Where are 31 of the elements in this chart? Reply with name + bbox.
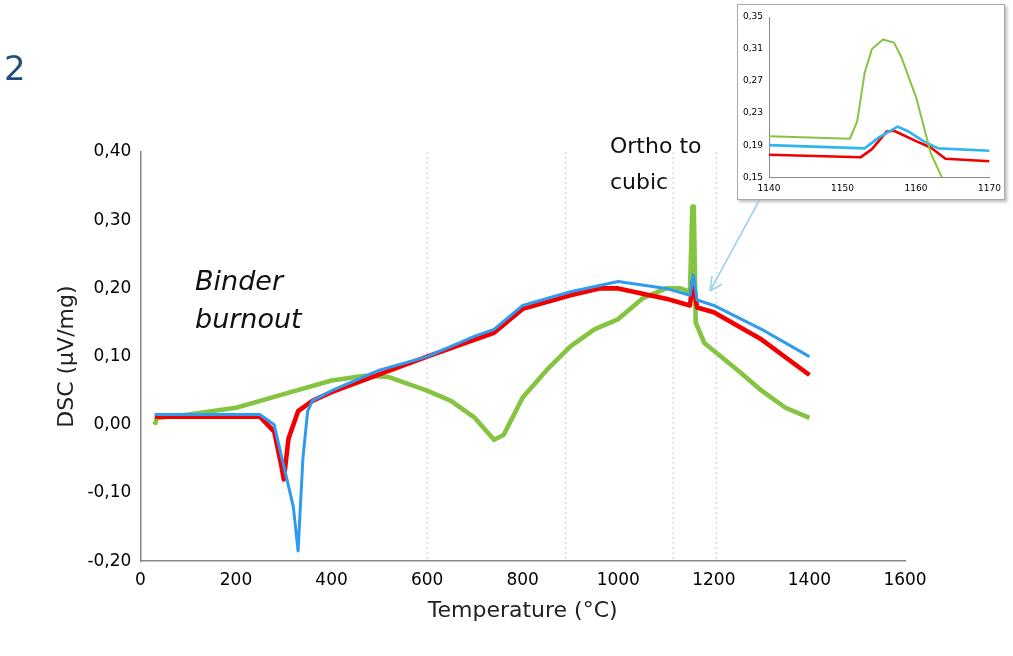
y-tick-label: 0,15 <box>742 171 764 182</box>
x-tick-label: 1000 <box>596 568 640 589</box>
x-axis-title: Temperature (°C) <box>426 596 618 622</box>
y-tick-label: 0,23 <box>742 107 764 118</box>
y-tick-label: -0,10 <box>87 481 132 502</box>
x-tick-label: 1600 <box>883 568 927 589</box>
x-tick-label: 1170 <box>978 182 1002 193</box>
y-tick-label: 0,10 <box>93 345 132 366</box>
x-tick-label: 1200 <box>692 568 736 589</box>
y-tick-label: 0,31 <box>742 43 764 54</box>
y-tick-label: 0,00 <box>93 413 132 434</box>
y-tick-label: 0,30 <box>93 208 132 229</box>
y-tick-label: -0,20 <box>87 549 132 570</box>
x-tick-label: 1140 <box>757 182 781 193</box>
annotation: Ortho to cubic <box>610 132 703 196</box>
x-tick-label: 1400 <box>787 568 832 589</box>
x-tick-label: 200 <box>219 568 253 589</box>
x-tick-label: 400 <box>315 568 348 589</box>
y-tick-label: 0,40 <box>93 140 132 161</box>
x-tick-label: 1150 <box>831 182 855 193</box>
annotation: Binder burnout <box>195 264 304 336</box>
text: 2 <box>4 48 26 88</box>
y-tick-label: 0,27 <box>742 75 764 86</box>
y-tick-label: 0,35 <box>742 11 764 22</box>
y-axis-title: DSC (µV/mg) <box>52 285 78 428</box>
y-tick-label: 0,19 <box>742 139 764 150</box>
x-tick-label: 800 <box>506 568 539 589</box>
x-tick-label: 1160 <box>904 182 928 193</box>
x-tick-label: 600 <box>410 568 444 589</box>
x-tick-label: 0 <box>134 568 146 589</box>
y-tick-label: 0,20 <box>93 276 132 297</box>
